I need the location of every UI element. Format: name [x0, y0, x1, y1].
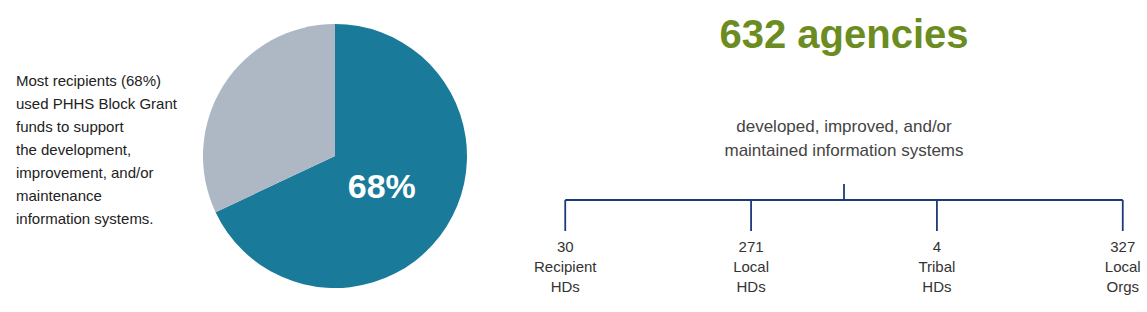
breakdown-value: 271 [739, 238, 764, 255]
pie-slice [203, 24, 335, 212]
breakdown-value: 327 [1110, 238, 1135, 255]
breakdown-label-line: HDs [922, 278, 951, 295]
annotation: maintenance [16, 187, 102, 204]
breakdown-label-line: Tribal [918, 258, 955, 275]
annotation: Most recipients (68%) [16, 72, 161, 89]
breakdown-label-line: HDs [736, 278, 765, 295]
annotation: funds to support [16, 118, 124, 135]
breakdown-label-line: Local [733, 258, 769, 275]
right-panel: 632 agencies developed, improved, and/or m… [534, 12, 1141, 295]
chart: Most recipients (68%) used PHHS Block Gra… [0, 0, 1147, 312]
bracket-tick [564, 200, 566, 231]
page: Most recipients (68%) used PHHS Block Gra… [0, 0, 1147, 312]
data-label: 68% [348, 167, 416, 205]
left-text: Most recipients (68%) used PHHS Block Gra… [16, 72, 178, 227]
annotation: the development, [16, 141, 131, 158]
annotation: improvement, and/or [16, 164, 154, 181]
annotation: information systems. [16, 210, 154, 227]
pie [203, 24, 467, 288]
breakdown-label-line: Recipient [534, 258, 597, 275]
breakdown-value: 30 [557, 238, 574, 255]
breakdown-label-line: HDs [551, 278, 580, 295]
subtitle: developed, improved, and/or [736, 117, 952, 136]
breakdown-label: Tribal HDs [918, 258, 955, 295]
bracket-tick [1122, 200, 1124, 231]
bracket-stem [843, 184, 845, 200]
annotation: used PHHS Block Grant [16, 95, 178, 112]
breakdown-label-line: Orgs [1107, 278, 1140, 295]
bracket [565, 184, 1123, 231]
breakdown-label: Recipient HDs [534, 258, 597, 295]
breakdown-label: Local HDs [733, 258, 769, 295]
breakdown-value: 4 [933, 238, 941, 255]
title: 632 agencies [719, 12, 968, 56]
breakdown-label-line: Local [1105, 258, 1141, 275]
data-labels: 68% [348, 167, 416, 205]
breakdown-label: Local Orgs [1105, 258, 1141, 295]
bracket-tick [936, 200, 938, 231]
subtitle: maintained information systems [724, 141, 963, 160]
bracket-tick [750, 200, 752, 231]
